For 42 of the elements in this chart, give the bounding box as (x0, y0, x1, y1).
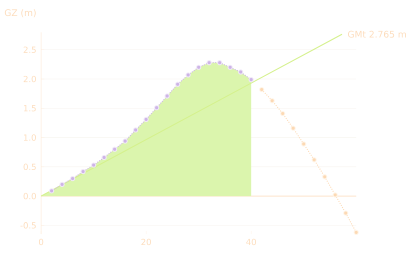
point (280, 110, 286, 116)
x-tick-label: 0 (38, 238, 44, 245)
point (80, 168, 86, 174)
y-axis-title: GZ (m) (4, 8, 36, 17)
point (259, 86, 264, 92)
point (301, 141, 306, 146)
point (354, 230, 359, 235)
point (290, 125, 296, 131)
point (312, 156, 317, 162)
point (270, 98, 275, 104)
point (217, 60, 222, 66)
point (343, 210, 348, 216)
y-tick-label: -0.5 (20, 222, 36, 228)
y-tick-label: 0.5 (24, 163, 36, 170)
point (248, 76, 254, 82)
point (112, 146, 118, 152)
annotation: GMt 2.765 m (348, 30, 406, 38)
point (144, 116, 149, 122)
point (322, 174, 328, 180)
point (206, 60, 212, 66)
point (70, 176, 76, 181)
x-tick-label: 40 (246, 238, 256, 245)
point (154, 104, 160, 110)
y-tick-label: 1.0 (24, 134, 36, 141)
y-tick-label: 2.5 (24, 46, 36, 53)
point (49, 188, 54, 194)
y-tick-label: 2.0 (24, 76, 36, 82)
point (175, 81, 180, 87)
point (228, 64, 233, 70)
point (122, 138, 128, 144)
point (196, 64, 202, 70)
point (186, 72, 191, 78)
point (91, 162, 96, 168)
point (164, 93, 170, 98)
point (133, 127, 138, 132)
y-tick-label: 0.0 (24, 192, 36, 200)
point (60, 182, 65, 187)
y-tick-label: 1.5 (24, 104, 36, 112)
point (332, 192, 338, 198)
point (238, 69, 244, 74)
point (102, 154, 107, 160)
x-tick-label: 20 (141, 238, 151, 245)
